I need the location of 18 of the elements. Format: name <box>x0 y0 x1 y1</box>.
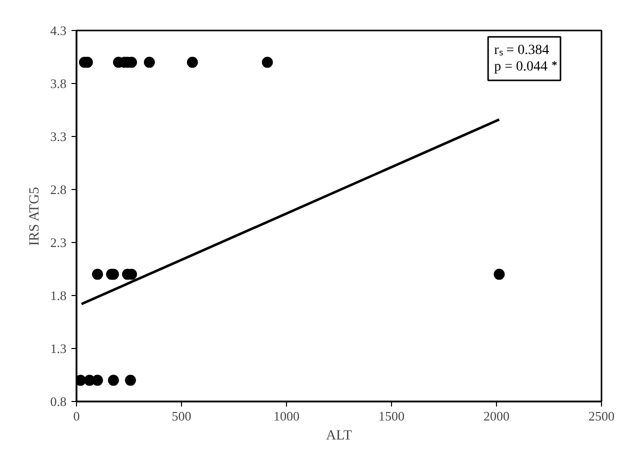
x-tick-label: 2000 <box>484 408 510 424</box>
x-tick-label: 2500 <box>588 408 614 424</box>
y-tick-label: 3.8 <box>50 76 66 91</box>
annotation: p = 0.044* <box>494 59 558 74</box>
x-tick-label: 0 <box>73 408 80 424</box>
y-tick-label: 0.8 <box>50 394 66 409</box>
y-tick-label: 2.8 <box>50 182 66 197</box>
y-tick-label: 1.3 <box>50 341 66 356</box>
y-axis-title: IRS ATG5 <box>27 187 42 246</box>
x-tick-label: 1000 <box>274 408 300 424</box>
x-tick-label: 500 <box>172 408 192 424</box>
x-tick-label: 1500 <box>378 408 404 424</box>
y-tick-label: 4.3 <box>50 23 66 38</box>
x-axis-title: ALT <box>326 428 352 444</box>
annotation: rₛ = 0.384 <box>494 42 550 58</box>
y-tick-label: 3.3 <box>50 129 66 144</box>
y-tick-label: 1.8 <box>50 288 66 303</box>
y-tick-label: 2.3 <box>50 235 66 250</box>
